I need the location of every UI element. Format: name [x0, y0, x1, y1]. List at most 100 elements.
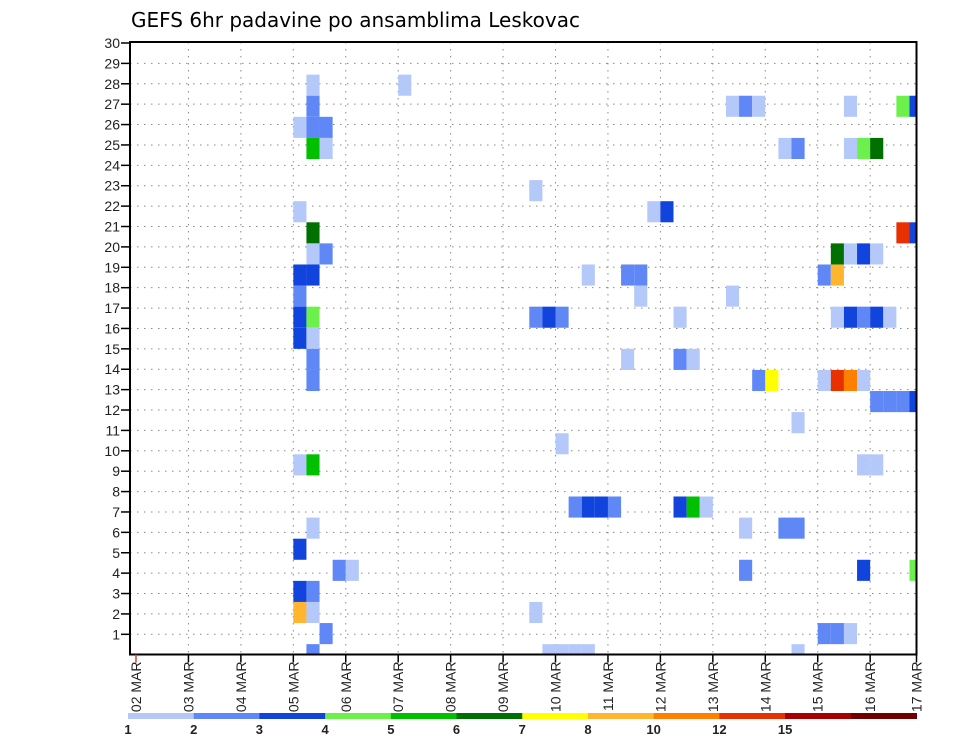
heatmap-cell	[306, 348, 320, 370]
heatmap-cell	[345, 559, 359, 581]
heatmap-cell	[843, 95, 858, 117]
y-tick-label: 17	[104, 300, 120, 316]
heatmap-cell	[293, 580, 307, 602]
heatmap-cell	[896, 95, 910, 117]
legend-color-swatch	[522, 713, 589, 719]
heatmap-cell	[621, 264, 635, 286]
heatmap-cell	[293, 538, 307, 560]
heatmap-cell	[725, 95, 740, 117]
heatmap-cell	[778, 137, 792, 160]
legend-color-swatch	[653, 713, 720, 719]
heatmap-cell	[306, 369, 320, 392]
x-tick-label: 10 MAR	[548, 662, 564, 713]
x-tick-label: 08 MAR	[443, 662, 459, 713]
heatmap-cell	[555, 306, 569, 328]
heatmap-cell	[293, 285, 307, 307]
heatmap-cell	[319, 243, 333, 265]
x-tick-label: 12 MAR	[652, 662, 668, 713]
heatmap-cell	[529, 306, 543, 328]
heatmap-cell	[817, 623, 831, 645]
heatmap-cell	[739, 517, 753, 539]
y-tick-label: 22	[104, 198, 120, 214]
heatmap-cell	[870, 454, 884, 476]
heatmap-cell	[739, 559, 753, 581]
heatmap-cell	[529, 180, 543, 202]
heatmap-cell	[857, 137, 871, 160]
heatmap-cell	[909, 559, 917, 581]
legend-label: 2	[190, 722, 197, 737]
legend-label: 5	[387, 722, 394, 737]
legend-label: 7	[519, 722, 526, 737]
y-tick-label: 24	[104, 157, 120, 173]
x-tick-label: 07 MAR	[390, 662, 406, 713]
heatmap-cell	[306, 306, 320, 328]
x-tick-label: 16 MAR	[862, 662, 878, 713]
heatmap-cell	[306, 116, 320, 138]
y-tick-label: 21	[104, 219, 120, 235]
y-tick-label: 29	[104, 55, 120, 71]
heatmap-cell	[791, 137, 805, 160]
heatmap-cell	[398, 74, 412, 96]
heatmap-cell	[778, 517, 792, 539]
grid-lines	[130, 42, 917, 655]
heatmap-cell	[529, 601, 543, 624]
heatmap-cell	[293, 306, 307, 328]
heatmap-cell	[306, 74, 320, 96]
heatmap-cell	[647, 201, 661, 223]
heatmap-cell	[568, 644, 582, 655]
heatmap-cell	[791, 517, 805, 539]
heatmap-cell	[621, 348, 635, 370]
heatmap-cell	[909, 222, 917, 244]
legend-color-swatch	[587, 713, 655, 719]
heatmap-cell	[896, 391, 910, 413]
y-tick-label: 9	[112, 463, 120, 479]
legend-label: 1	[124, 722, 131, 737]
heatmap-cell	[857, 369, 871, 392]
heatmap-cell	[699, 496, 713, 518]
heatmap-cell	[306, 264, 320, 286]
y-tick-label: 27	[104, 96, 120, 112]
legend-color-swatch	[128, 713, 195, 719]
y-tick-label: 20	[104, 239, 120, 255]
heatmap-cell	[843, 623, 858, 645]
heatmap-cell	[896, 222, 910, 244]
y-tick-label: 1	[112, 626, 120, 642]
y-tick-label: 23	[104, 178, 120, 194]
legend-color-swatch	[193, 713, 260, 719]
heatmap-cell	[581, 264, 595, 286]
heatmap-cell	[909, 95, 917, 117]
x-tick-label: 14 MAR	[757, 662, 773, 713]
x-tick-label: 02 MAR	[128, 662, 144, 713]
plot-frame	[129, 41, 918, 656]
heatmap-cell	[752, 369, 766, 392]
heatmap-cell	[843, 369, 858, 392]
legend-color-swatch	[259, 713, 326, 719]
heatmap-cell	[830, 243, 844, 265]
y-tick-label: 18	[104, 280, 120, 296]
heatmap-cell	[306, 644, 320, 655]
heatmap-cell	[857, 243, 871, 265]
y-tick-label: 30	[104, 35, 120, 51]
chart-title: GEFS 6hr padavine po ansamblima Leskovac	[131, 8, 580, 32]
x-tick-label: 04 MAR	[233, 662, 249, 713]
heatmap-cell	[306, 454, 320, 476]
heatmap-cell	[634, 285, 648, 307]
y-tick-label: 15	[104, 341, 120, 357]
heatmap-cell	[870, 137, 884, 160]
heatmap-cell	[306, 601, 320, 624]
heatmap-cell	[293, 201, 307, 223]
heatmap-cell	[870, 391, 884, 413]
heatmap-cell	[306, 222, 320, 244]
x-tick-label: 09 MAR	[495, 662, 511, 713]
heatmap-cell	[883, 306, 897, 328]
heatmap-cell	[673, 348, 687, 370]
heatmap-cell	[293, 327, 307, 349]
heatmap-cell	[791, 412, 805, 434]
heatmap-cell	[306, 580, 320, 602]
heatmap-cell	[306, 137, 320, 160]
x-tick-label: 03 MAR	[180, 662, 196, 713]
y-tick-label: 16	[104, 320, 120, 336]
legend-color-swatch	[719, 713, 786, 719]
legend-label: 8	[584, 722, 591, 737]
y-tick-label: 12	[104, 402, 120, 418]
